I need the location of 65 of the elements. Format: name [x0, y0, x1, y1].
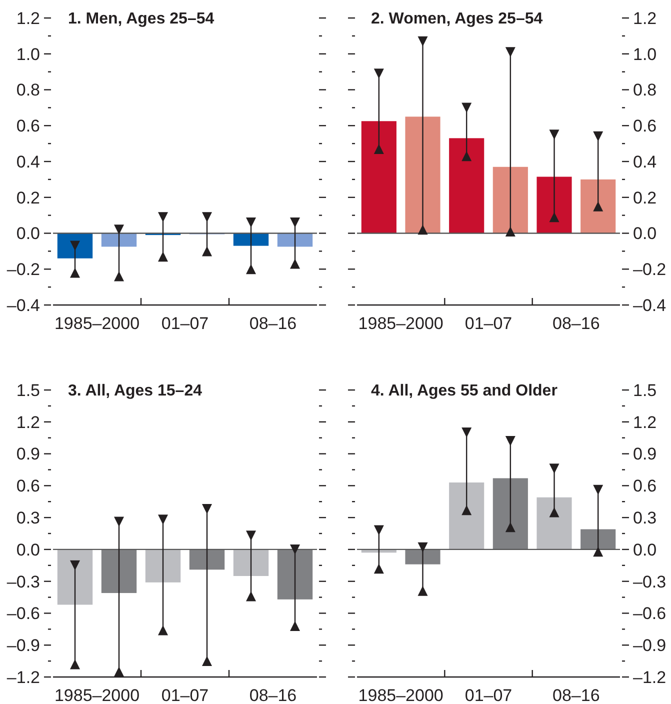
chart-title: 1. Men, Ages 25–54	[68, 10, 214, 28]
x-tick-label: 08–16	[249, 314, 297, 333]
bar	[449, 138, 484, 234]
y2-tick-label: 0.0	[633, 540, 657, 560]
y-tick-label: 0.8	[16, 80, 40, 100]
y2-tick-label: 0.4	[633, 152, 657, 172]
y2-tick-label: 1.5	[633, 380, 657, 400]
y2-tick-label: 1.2	[633, 412, 657, 432]
x-tick-label: 08–16	[249, 686, 297, 704]
y-tick-label: 0.0	[16, 540, 40, 560]
y-tick-label: 0.9	[16, 444, 40, 464]
bar	[492, 478, 528, 550]
x-tick-label: 01–07	[161, 686, 209, 704]
y2-tick-label: –0.3	[633, 572, 666, 592]
y2-tick-label: –0.2	[633, 260, 666, 280]
bar	[361, 121, 396, 234]
x-tick-label: 01–07	[464, 686, 512, 704]
bar	[536, 176, 572, 234]
bar	[405, 116, 440, 234]
bar	[580, 179, 616, 234]
y2-tick-label: –0.9	[633, 636, 666, 656]
x-tick-label: 1985–2000	[54, 314, 140, 333]
y-tick-label: 0.3	[16, 508, 40, 528]
chart-title: 2. Women, Ages 25–54	[371, 10, 543, 28]
y2-tick-label: –0.6	[633, 604, 666, 624]
y-tick-label: 1.2	[16, 8, 40, 28]
x-tick-label: 1985–2000	[358, 314, 444, 333]
chart-title: 3. All, Ages 15–24	[68, 382, 202, 400]
bar	[449, 482, 484, 550]
y-tick-label: 0.6	[16, 476, 40, 496]
y-tick-label: –0.6	[6, 604, 40, 624]
y2-tick-label: 0.2	[633, 188, 657, 208]
y2-tick-label: 0.6	[633, 116, 657, 136]
y2-tick-label: 0.6	[633, 476, 657, 496]
y2-tick-label: 0.9	[633, 444, 657, 464]
y-tick-label: –1.2	[6, 668, 40, 687]
y-tick-label: 1.0	[16, 44, 40, 64]
y2-tick-label: 0.8	[633, 80, 657, 100]
bar	[405, 549, 440, 564]
y-tick-label: 0.2	[16, 188, 40, 208]
y-tick-label: 1.2	[16, 412, 40, 432]
y-tick-label: 1.5	[16, 380, 40, 400]
y2-tick-label: 1.0	[633, 44, 657, 64]
bar	[492, 166, 528, 234]
bar	[580, 529, 616, 550]
bar	[536, 497, 572, 550]
y-tick-label: –0.4	[6, 296, 40, 315]
y-tick-label: 0.6	[16, 116, 40, 136]
y2-tick-label: 0.3	[633, 508, 657, 528]
x-tick-label: 1985–2000	[358, 686, 444, 704]
y-tick-label: 0.4	[16, 152, 40, 172]
y-tick-label: –0.3	[6, 572, 40, 592]
y-tick-label: –0.9	[6, 636, 40, 656]
y2-tick-label: 0.0	[633, 224, 657, 244]
y2-tick-label: –1.2	[633, 668, 666, 687]
y-tick-label: 0.0	[16, 224, 40, 244]
y2-tick-label: 1.2	[633, 8, 657, 28]
y-tick-label: –0.2	[6, 260, 40, 280]
x-tick-label: 01–07	[464, 314, 512, 333]
x-tick-label: 08–16	[552, 314, 600, 333]
x-tick-label: 01–07	[161, 314, 209, 333]
x-tick-label: 08–16	[552, 686, 600, 704]
chart-title: 4. All, Ages 55 and Older	[371, 382, 558, 400]
y2-tick-label: –0.4	[633, 296, 666, 315]
x-tick-label: 1985–2000	[54, 686, 140, 704]
